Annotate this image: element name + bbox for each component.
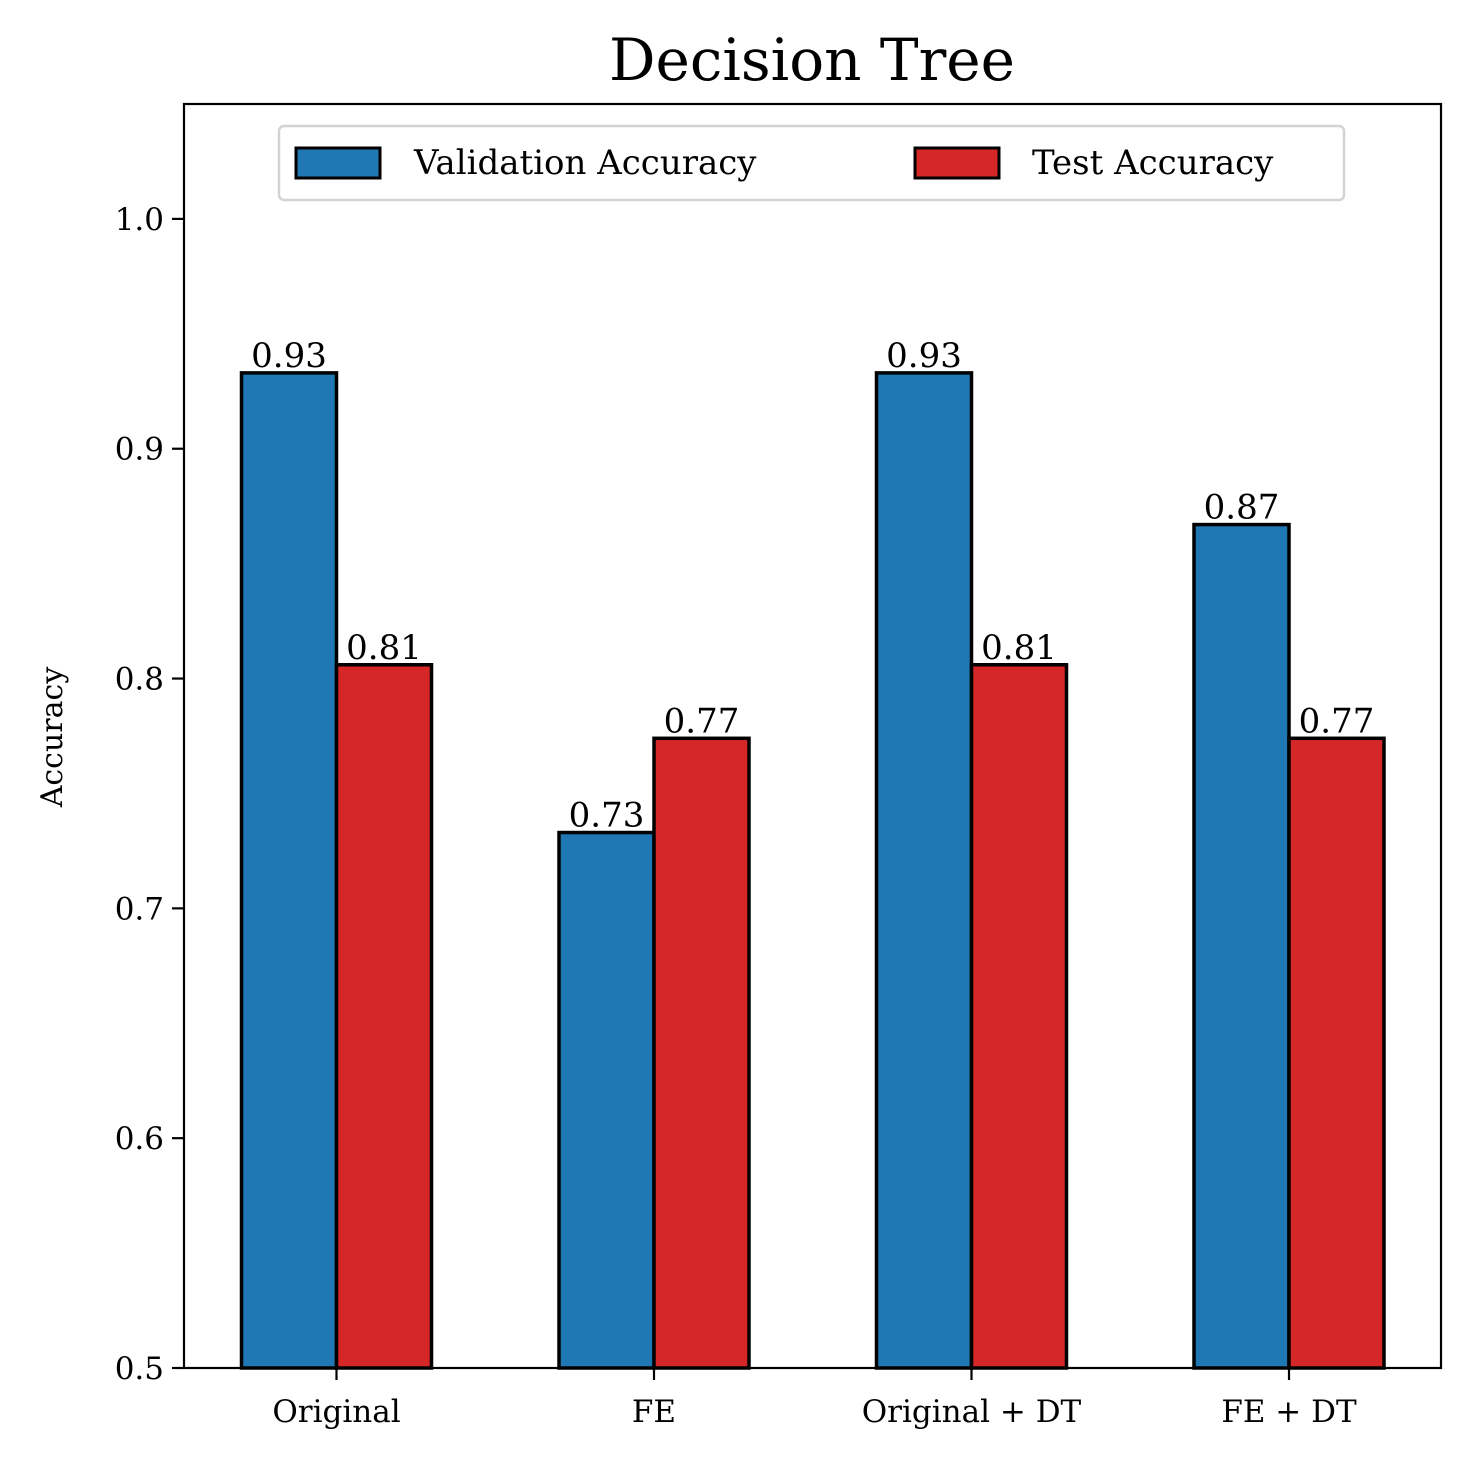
legend-box — [277, 124, 1346, 202]
bar-test-0 — [334, 663, 434, 1370]
bar-value-label: 0.77 — [664, 701, 740, 741]
bar-test-3 — [1287, 736, 1386, 1370]
bar-test-1 — [652, 736, 751, 1370]
bar-validation-3 — [1192, 522, 1291, 1370]
y-tick-label: 0.5 — [115, 1351, 164, 1387]
y-axis-label: Accuracy — [35, 667, 70, 809]
legend-swatch — [294, 146, 382, 180]
y-tick-label: 0.9 — [115, 432, 164, 468]
x-tick-label: FE — [632, 1394, 676, 1430]
plot-area: 0.93 0.73 0.93 0.87 0.81 0.77 0.81 0.77 0.5 0.6 0.… — [115, 102, 1443, 1430]
bar-value-label: 0.87 — [1204, 488, 1280, 528]
legend: Validation Accuracy Test Accuracy — [277, 124, 1346, 202]
y-tick-label: 0.7 — [115, 891, 164, 927]
chart-title: Decision Tree — [609, 26, 1015, 94]
x-tick-label: Original + DT — [862, 1394, 1082, 1430]
x-tick-label: FE + DT — [1221, 1394, 1357, 1430]
axes-frame — [182, 102, 1443, 1370]
legend-label: Test Accuracy — [1032, 143, 1274, 183]
y-tick-label: 0.6 — [115, 1121, 164, 1157]
bar-validation-0 — [239, 371, 339, 1370]
bar-value-label: 0.93 — [251, 336, 327, 376]
legend-label: Validation Accuracy — [413, 143, 757, 183]
bar-value-label: 0.81 — [346, 628, 422, 668]
bar-value-label: 0.93 — [886, 336, 962, 376]
bar-validation-1 — [557, 830, 656, 1370]
bar-value-label: 0.73 — [569, 796, 645, 836]
bar-value-label: 0.77 — [1299, 701, 1375, 741]
bar-test-2 — [969, 663, 1069, 1370]
legend-swatch — [913, 146, 1001, 180]
y-tick-label: 0.8 — [115, 662, 164, 698]
y-tick-label: 1.0 — [115, 202, 164, 238]
x-tick-label: Original — [272, 1394, 400, 1430]
bar-validation-2 — [874, 371, 974, 1370]
bar-value-label: 0.81 — [981, 628, 1057, 668]
